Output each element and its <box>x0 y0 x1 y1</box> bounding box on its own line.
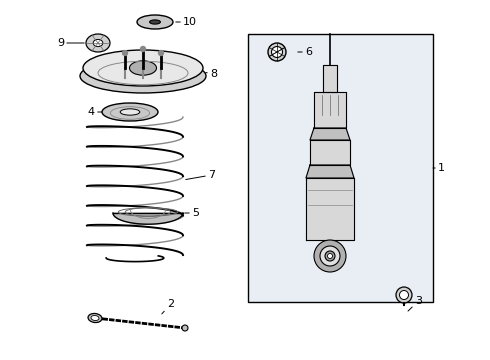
Text: 5: 5 <box>185 208 199 218</box>
Text: 2: 2 <box>162 299 174 314</box>
Ellipse shape <box>86 34 110 52</box>
Polygon shape <box>323 65 337 92</box>
Polygon shape <box>306 165 354 178</box>
Text: 4: 4 <box>88 107 102 117</box>
Ellipse shape <box>149 20 160 24</box>
Polygon shape <box>306 178 354 240</box>
Circle shape <box>268 43 286 61</box>
Circle shape <box>327 253 333 258</box>
Bar <box>248 34 433 302</box>
Circle shape <box>396 287 412 303</box>
Circle shape <box>325 251 335 261</box>
Ellipse shape <box>91 315 99 320</box>
Ellipse shape <box>137 15 173 29</box>
Ellipse shape <box>80 59 206 93</box>
Circle shape <box>314 240 346 272</box>
Text: 10: 10 <box>176 17 197 27</box>
Ellipse shape <box>120 109 140 115</box>
Text: 6: 6 <box>298 47 312 57</box>
Circle shape <box>182 325 188 331</box>
Polygon shape <box>310 128 350 140</box>
Ellipse shape <box>129 61 156 75</box>
Circle shape <box>399 291 409 300</box>
Ellipse shape <box>93 39 103 46</box>
Circle shape <box>320 246 340 266</box>
Polygon shape <box>314 92 346 128</box>
Text: 1: 1 <box>433 163 445 173</box>
Text: 8: 8 <box>206 69 217 79</box>
Ellipse shape <box>83 50 203 86</box>
Ellipse shape <box>102 103 158 121</box>
Circle shape <box>158 50 164 55</box>
Polygon shape <box>310 140 350 165</box>
Circle shape <box>122 50 127 55</box>
Text: 9: 9 <box>57 38 84 48</box>
Polygon shape <box>113 213 183 224</box>
Ellipse shape <box>88 314 102 323</box>
Circle shape <box>141 46 146 51</box>
Text: 7: 7 <box>186 170 215 180</box>
Circle shape <box>271 46 283 58</box>
Text: 3: 3 <box>408 296 422 311</box>
